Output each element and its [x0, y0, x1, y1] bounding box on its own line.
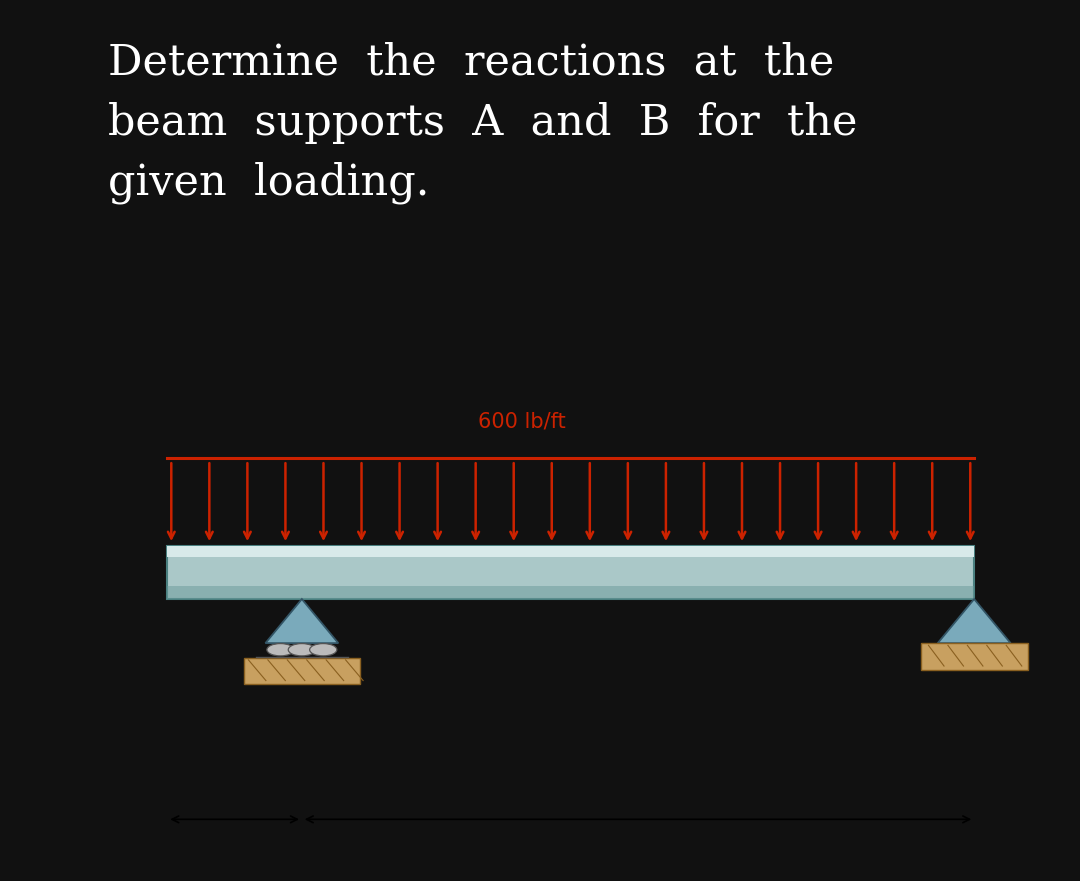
Text: 600 lb/ft: 600 lb/ft	[478, 411, 566, 432]
Text: B: B	[999, 608, 1016, 631]
Text: ← 6 ft→: ← 6 ft→	[835, 669, 912, 688]
Polygon shape	[920, 643, 1028, 670]
Text: A: A	[336, 608, 353, 631]
Text: Determine  the  reactions  at  the
beam  supports  A  and  B  for  the
given  lo: Determine the reactions at the beam supp…	[108, 41, 858, 204]
Polygon shape	[266, 599, 338, 643]
Polygon shape	[167, 546, 974, 558]
Circle shape	[310, 643, 337, 655]
Circle shape	[288, 643, 315, 655]
Polygon shape	[244, 657, 361, 684]
Polygon shape	[167, 546, 974, 599]
Circle shape	[267, 643, 294, 655]
Text: 4 ft: 4 ft	[217, 855, 252, 875]
Text: 20 ft: 20 ft	[613, 855, 662, 875]
Polygon shape	[167, 586, 974, 599]
Polygon shape	[937, 599, 1011, 643]
